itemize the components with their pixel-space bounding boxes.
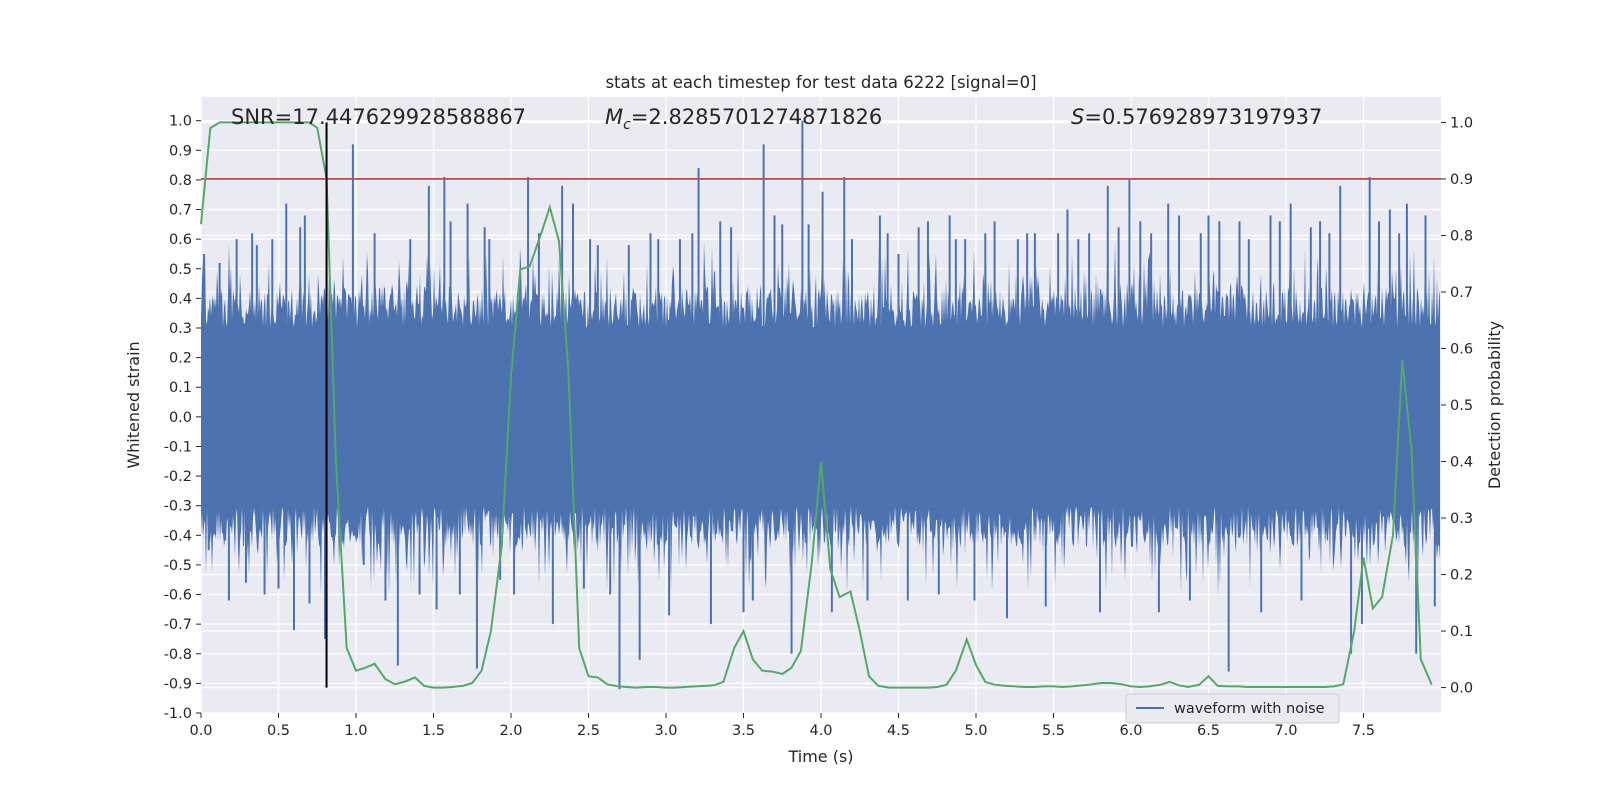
- y-tick-label: -0.1: [164, 439, 192, 455]
- x-tick-label: 1.5: [422, 723, 445, 739]
- y-tick-label: -0.6: [164, 588, 192, 604]
- x-tick-label: 3.0: [654, 723, 677, 739]
- y-tick-label: -0.5: [164, 558, 192, 574]
- y2-tick-label: 0.5: [1450, 398, 1473, 414]
- x-tick-label: 4.0: [809, 723, 832, 739]
- y-tick-label: 0.4: [169, 291, 192, 307]
- y-tick-label: 0.8: [169, 173, 192, 189]
- y2-tick-label: 0.4: [1450, 455, 1473, 471]
- y-tick-label: -0.7: [164, 617, 192, 633]
- mc-value: =2.8285701274871826: [631, 105, 882, 129]
- s-value: =0.576928973197937: [1084, 105, 1322, 129]
- y-tick-label: -0.4: [164, 528, 192, 544]
- x-tick-label: 1.0: [344, 723, 367, 739]
- y2-axis-ticks: 0.0 0.1 0.2 0.3 0.4 0.5 0.6 0.7 0.8 0.9 1.0: [1441, 115, 1473, 697]
- x-tick-label: 3.5: [732, 723, 755, 739]
- legend-label: waveform with noise: [1174, 701, 1325, 717]
- y-tick-label: -0.9: [164, 676, 192, 692]
- chart-title: stats at each timestep for test data 622…: [605, 73, 1036, 92]
- s-symbol: S: [1071, 105, 1084, 129]
- y-tick-label: -0.2: [164, 469, 192, 485]
- legend: waveform with noise: [1125, 693, 1340, 724]
- legend-box: [1125, 693, 1340, 724]
- waveform-with-noise-line: [201, 241, 1440, 599]
- plot-area: [200, 120, 1441, 690]
- y2-tick-label: 0.3: [1450, 511, 1473, 527]
- y2-tick-label: 0.6: [1450, 341, 1473, 357]
- y2-tick-label: 0.2: [1450, 568, 1473, 584]
- y-tick-label: 0.7: [169, 203, 192, 219]
- x-tick-label: 2.0: [499, 723, 522, 739]
- x-tick-label: 0.5: [267, 723, 290, 739]
- y2-tick-label: 1.0: [1450, 115, 1473, 131]
- y2-axis-label: Detection probability: [1485, 321, 1504, 489]
- x-axis-ticks: 0.0 0.5 1.0 1.5 2.0 2.5 3.0 3.5 4.0 4.5 5.0 5.5 6.0 6…: [189, 713, 1375, 739]
- x-tick-label: 6.0: [1119, 723, 1142, 739]
- x-tick-label: 4.5: [887, 723, 910, 739]
- x-tick-label: 7.5: [1352, 723, 1375, 739]
- y-tick-label: -0.3: [164, 499, 192, 515]
- waveform-spikes: [203, 120, 1436, 690]
- y-tick-label: 0.5: [169, 262, 192, 278]
- y2-tick-label: 0.0: [1450, 681, 1473, 697]
- x-tick-label: 2.5: [577, 723, 600, 739]
- spin-annotation: S=0.576928973197937: [1071, 105, 1322, 129]
- y2-tick-label: 0.7: [1450, 285, 1473, 301]
- x-tick-label: 5.5: [1042, 723, 1065, 739]
- y2-tick-label: 0.8: [1450, 228, 1473, 244]
- x-axis-label: Time (s): [787, 747, 853, 766]
- y-tick-label: 0.9: [169, 143, 192, 159]
- y2-tick-label: 0.9: [1450, 172, 1473, 188]
- mc-subscript: c: [623, 117, 631, 133]
- y2-tick-label: 0.1: [1450, 624, 1473, 640]
- y-tick-label: -1.0: [164, 706, 192, 722]
- y-axis-ticks: -1.0 -0.9 -0.8 -0.7 -0.6 -0.5 -0.4 -0.3 -0.2 -0.1…: [164, 114, 201, 722]
- y-tick-label: 0.6: [169, 232, 192, 248]
- y-tick-label: 1.0: [169, 114, 192, 130]
- y-tick-label: -0.8: [164, 647, 192, 663]
- mc-symbol: M: [605, 105, 623, 129]
- y-tick-label: 0.2: [169, 351, 192, 367]
- y-tick-label: 0.1: [169, 380, 192, 396]
- x-tick-label: 5.0: [964, 723, 987, 739]
- x-tick-label: 6.5: [1197, 723, 1220, 739]
- y-tick-label: 0.3: [169, 321, 192, 337]
- x-tick-label: 7.0: [1274, 723, 1297, 739]
- detection-probability-line: [200, 121, 1433, 689]
- y-tick-label: 0.0: [169, 410, 192, 426]
- y-axis-label: Whitened strain: [124, 341, 143, 468]
- chirp-mass-annotation: Mc=2.8285701274871826: [605, 105, 882, 133]
- x-tick-label: 0.0: [189, 723, 212, 739]
- snr-annotation: SNR=17.447629928588867: [231, 105, 526, 129]
